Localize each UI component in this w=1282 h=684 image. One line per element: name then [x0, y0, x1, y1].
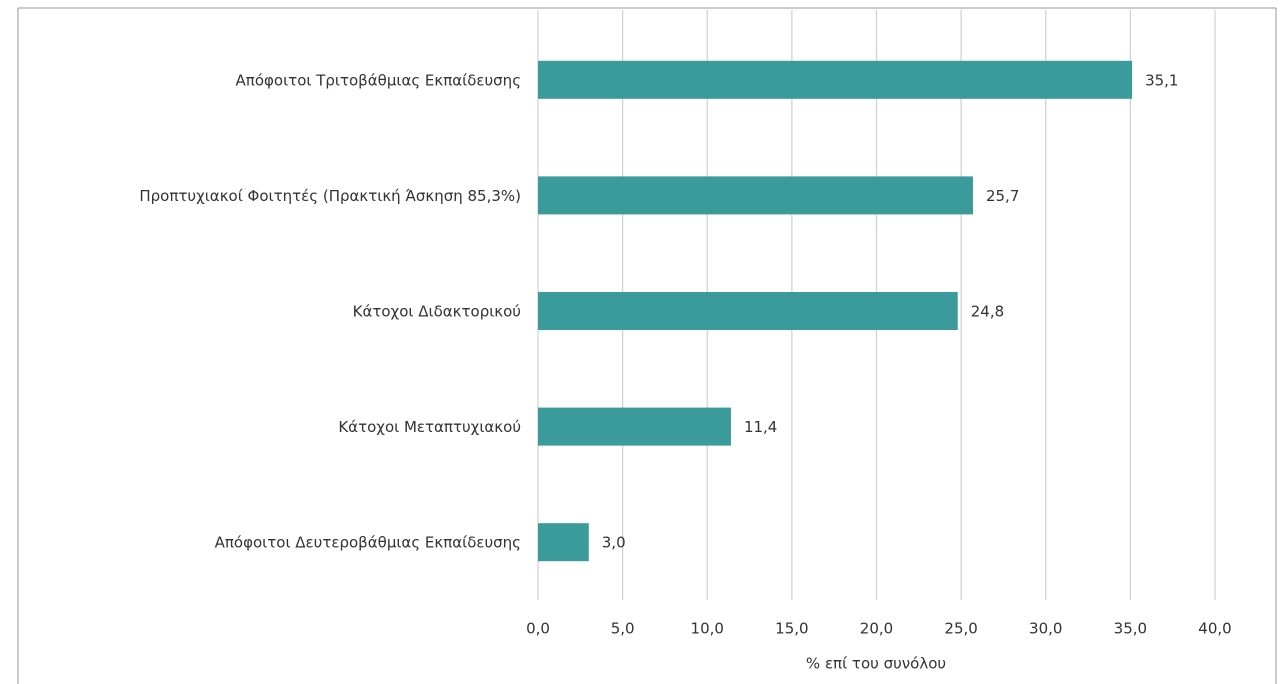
x-tick-label: 0,0: [526, 620, 550, 638]
x-tick-label: 30,0: [1029, 620, 1062, 638]
x-tick-label: 10,0: [691, 620, 724, 638]
x-tick-label: 15,0: [775, 620, 808, 638]
bar: [538, 60, 1133, 99]
y-tick-label: Κάτοχοι Μεταπτυχιακού: [338, 418, 521, 436]
value-label: 35,1: [1145, 71, 1178, 89]
bar: [538, 176, 973, 215]
x-tick-label: 25,0: [944, 620, 977, 638]
y-tick-label: Απόφοιτοι Τριτοβάθμιας Εκπαίδευσης: [236, 71, 521, 89]
value-label: 24,8: [971, 303, 1004, 321]
y-tick-label: Απόφοιτοι Δευτεροβάθμιας Εκπαίδευσης: [215, 534, 521, 552]
y-tick-label: Κάτοχοι Διδακτορικού: [353, 303, 521, 321]
value-label: 25,7: [986, 187, 1019, 205]
x-tick-label: 20,0: [860, 620, 893, 638]
x-tick-label: 40,0: [1198, 620, 1231, 638]
bar: [538, 407, 731, 446]
x-tick-label: 35,0: [1114, 620, 1147, 638]
value-label: 3,0: [602, 534, 626, 552]
bar: [538, 292, 958, 330]
bar: [538, 523, 589, 562]
y-tick-label: Προπτυχιακοί Φοιτητές (Πρακτική Άσκηση 8…: [139, 187, 521, 205]
x-tick-label: 5,0: [611, 620, 635, 638]
x-axis-label: % επί του συνόλου: [806, 655, 946, 673]
value-label: 11,4: [744, 418, 777, 436]
